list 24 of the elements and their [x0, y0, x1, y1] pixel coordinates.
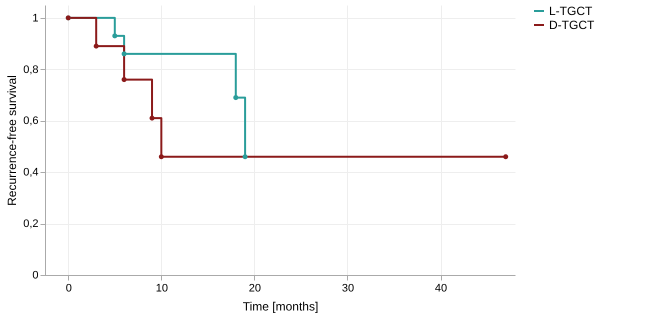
- point: [503, 154, 508, 160]
- x-tick-label: 30: [342, 282, 354, 294]
- x-axis-title: Time [months]: [242, 300, 318, 314]
- y-axis-title: Recurrence-free survival: [5, 75, 20, 206]
- point: [94, 44, 99, 49]
- point: [233, 95, 238, 100]
- point: [112, 33, 118, 38]
- y-tick-label: 0: [32, 270, 38, 282]
- x-tick-label: 10: [156, 282, 168, 294]
- point: [122, 51, 127, 56]
- point: [122, 77, 127, 82]
- x-tick-label: 20: [248, 282, 262, 294]
- x-tick-label: 0: [66, 282, 72, 294]
- x-tick-label: 40: [434, 282, 448, 294]
- y-tick-label: 0,4: [23, 166, 38, 179]
- legend-label: L-TGCT: [549, 4, 593, 18]
- y-tick-label: 0,6: [23, 115, 38, 128]
- point: [158, 154, 164, 160]
- y-tick-label: 0,2: [23, 218, 38, 230]
- point: [242, 154, 248, 160]
- y-tick-label: 1: [32, 12, 38, 24]
- legend-label: D-TGCT: [549, 18, 595, 32]
- y-tick-label: 0,8: [23, 64, 38, 76]
- point: [150, 116, 155, 121]
